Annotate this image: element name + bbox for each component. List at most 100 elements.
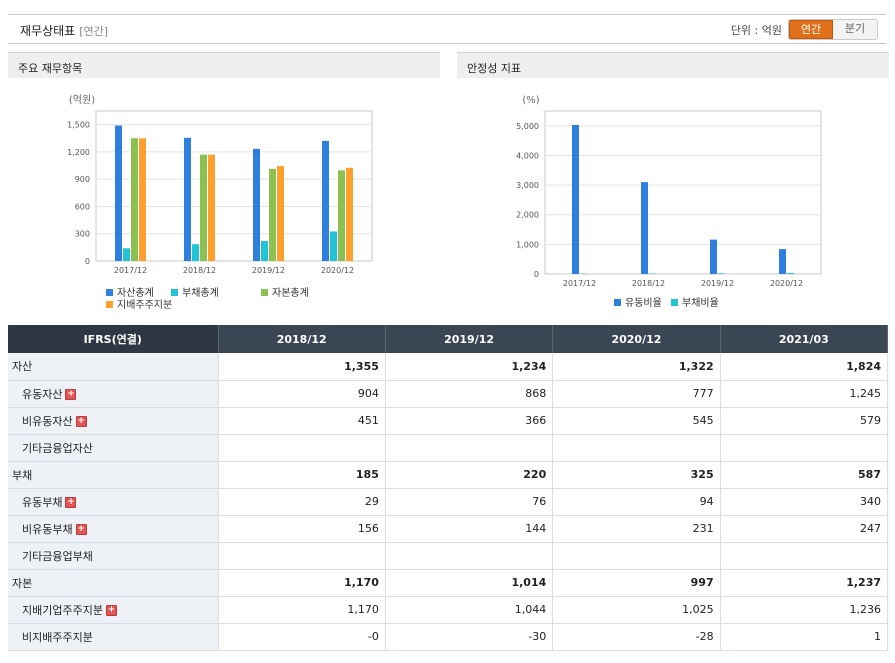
y-tick-label: 0: [85, 257, 90, 266]
bar: [261, 241, 268, 261]
legend-swatch: [171, 289, 178, 296]
value-cell: 1,025: [552, 596, 721, 624]
expand-plus-icon[interactable]: +: [65, 389, 77, 400]
value-cell: 451: [218, 407, 386, 435]
table-row: 유동자산 +904 868 777 1,245: [8, 380, 889, 408]
value-cell: [720, 542, 889, 570]
bar: [184, 137, 191, 261]
row-label: 기타금융업부채: [22, 549, 93, 563]
bar: [192, 244, 199, 261]
row-label: 기타금융업자산: [22, 441, 93, 455]
bar: [346, 167, 353, 261]
stability-panel-title: 안정성 지표: [457, 52, 889, 78]
row-label: 자산: [12, 360, 33, 374]
y-tick-label: 3,000: [516, 181, 539, 190]
stability-panel: 안정성 지표 (%) 0 1,000 2,000 3,000 4,000 5,000 2017…: [457, 52, 889, 322]
section-header: 재무상태표 [연간] 단위 : 억원 연간 분기: [8, 14, 886, 44]
x-tick-label: 2018/12: [632, 279, 665, 288]
y-tick-label: 300: [75, 230, 90, 239]
section-title-text: 재무상태표: [20, 24, 76, 38]
bar: [277, 166, 284, 261]
bar: [718, 273, 725, 274]
value-cell: 777: [552, 380, 721, 408]
unit-controls: 단위 : 억원 연간 분기: [731, 19, 878, 40]
value-cell: [720, 434, 889, 462]
y-tick-label: 4,000: [516, 151, 539, 160]
y-axis-label: (억원): [69, 94, 95, 106]
bar: [787, 273, 794, 274]
value-cell: [552, 542, 721, 570]
main-items-panel: 주요 재무항목 (억원) 0 300 600 900 1,200 1,500 2017/12 2…: [8, 52, 440, 322]
table-row: 비유동자산 +451 366 545 579: [8, 407, 889, 435]
legend-label: 자산총계: [117, 287, 154, 299]
row-label-cell: 부채: [8, 461, 219, 489]
value-cell: [218, 434, 386, 462]
value-cell: 144: [385, 515, 554, 543]
value-cell: 1,355: [218, 353, 386, 381]
y-tick-label: 0: [534, 270, 539, 279]
legend-swatch: [106, 289, 113, 296]
value-cell: -30: [385, 623, 554, 651]
value-cell: [385, 434, 554, 462]
value-cell: 29: [218, 488, 386, 516]
bar: [338, 170, 345, 261]
table-header-col: 2020/12: [552, 325, 721, 353]
table-row: 기타금융업자산: [8, 434, 889, 462]
bar: [131, 138, 138, 261]
bar: [322, 140, 329, 261]
value-cell: 1,170: [218, 569, 386, 597]
value-cell: 247: [720, 515, 889, 543]
legend-label: 부채총계: [182, 287, 219, 299]
value-cell: 579: [720, 407, 889, 435]
bar: [269, 168, 276, 261]
x-tick-label: 2017/12: [563, 279, 596, 288]
legend-label: 자본총계: [272, 287, 309, 299]
y-tick-label: 1,000: [516, 240, 539, 249]
annual-toggle-button[interactable]: 연간: [789, 20, 833, 39]
bar: [115, 125, 122, 261]
row-label-cell: 기타금융업부채: [8, 542, 219, 570]
row-label: 비유동부채: [22, 522, 73, 536]
value-cell: 76: [385, 488, 554, 516]
table-row: 자본 1,170 1,014 997 1,237: [8, 569, 889, 597]
value-cell: [218, 542, 386, 570]
plot-frame: [544, 110, 822, 275]
row-label-cell: 자산: [8, 353, 219, 381]
balance-sheet-table: IFRS(연결) 2018/12 2019/12 2020/12 2021/03…: [8, 325, 889, 651]
value-cell: 1: [720, 623, 889, 651]
row-label: 비유동자산: [22, 414, 73, 428]
unit-label: 단위 : 억원: [730, 23, 782, 37]
value-cell: -0: [218, 623, 386, 651]
table-header-col: 2021/03: [720, 325, 889, 353]
expand-plus-icon[interactable]: +: [65, 497, 77, 508]
row-label: 유동부채: [22, 495, 63, 509]
row-label-cell: 비지배주주지분: [8, 623, 219, 651]
section-subtitle: [연간]: [79, 25, 109, 38]
row-label-cell: 자본: [8, 569, 219, 597]
expand-plus-icon[interactable]: +: [75, 524, 87, 535]
bar: [779, 249, 786, 274]
expand-plus-icon[interactable]: +: [105, 605, 117, 616]
quarter-toggle-button[interactable]: 분기: [833, 20, 877, 39]
table-row: 지배기업주주지분 +1,170 1,044 1,025 1,236: [8, 596, 889, 624]
row-label-cell: 비유동자산 +: [8, 407, 219, 435]
x-tick-label: 2019/12: [252, 266, 285, 275]
x-tick-label: 2018/12: [183, 266, 216, 275]
value-cell: 1,234: [385, 353, 554, 381]
value-cell: 1,236: [720, 596, 889, 624]
value-cell: 220: [385, 461, 554, 489]
expand-plus-icon[interactable]: +: [75, 416, 87, 427]
value-cell: 587: [720, 461, 889, 489]
y-axis-label: (%): [522, 95, 539, 106]
bar: [330, 231, 337, 261]
legend-swatch: [106, 301, 113, 308]
bar: [572, 124, 579, 274]
value-cell: 1,245: [720, 380, 889, 408]
bar: [208, 154, 215, 261]
table-header-row: IFRS(연결) 2018/12 2019/12 2020/12 2021/03: [8, 325, 889, 353]
table-row: 기타금융업부채: [8, 542, 889, 570]
legend-label: 부채비율: [682, 297, 719, 309]
value-cell: 366: [385, 407, 554, 435]
x-tick-label: 2017/12: [114, 266, 147, 275]
value-cell: 1,170: [218, 596, 386, 624]
